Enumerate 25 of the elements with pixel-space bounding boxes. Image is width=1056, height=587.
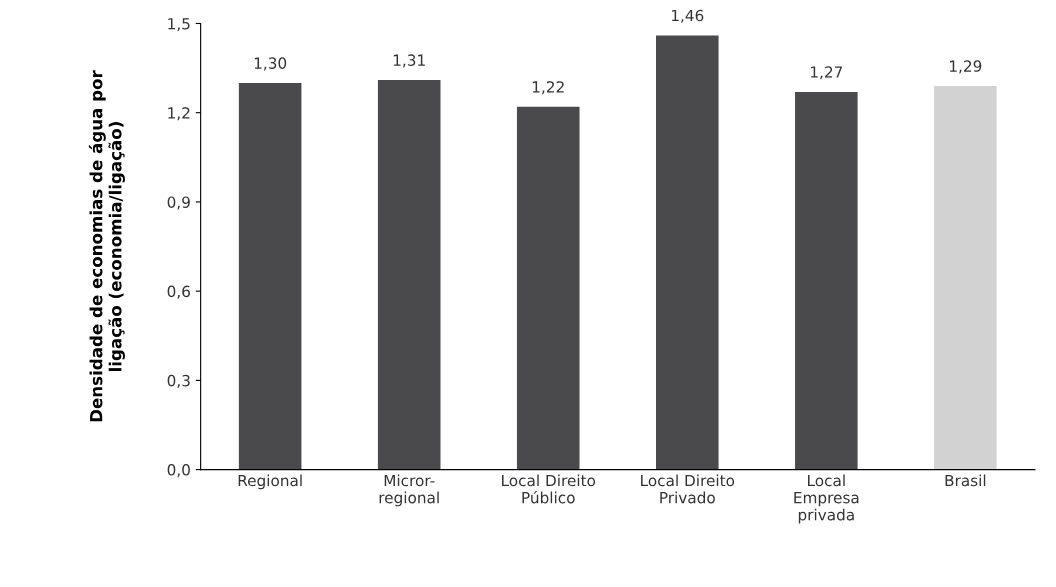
y-tick-label: 1,2 <box>168 107 190 121</box>
bar <box>934 85 997 470</box>
x-tick-label: Regional <box>238 474 302 490</box>
data-label: 1,46 <box>671 9 704 23</box>
bar <box>377 79 441 470</box>
x-tick-label: Local Empresa privada <box>794 474 859 524</box>
y-tick-label: 0,9 <box>167 196 190 210</box>
bar <box>238 82 302 470</box>
data-label: 1,22 <box>532 81 564 95</box>
y-tick-label: 1,5 <box>168 18 190 32</box>
data-label: 1,30 <box>254 57 287 71</box>
x-tick-label: Local Direito Público <box>502 474 596 504</box>
y-axis-title: Densidade de economias de água por ligação (economia/ligação) <box>88 70 125 422</box>
x-tick-label: Local Direito Privado <box>641 474 735 504</box>
bar <box>795 91 858 470</box>
y-tick-label: 0,3 <box>167 374 190 388</box>
bar <box>656 35 719 470</box>
data-label: 1,27 <box>810 66 843 80</box>
x-tick-label: Brasil <box>945 474 986 487</box>
x-tick-label: Micror- regional <box>379 474 439 507</box>
bar <box>516 106 580 470</box>
data-label: 1,31 <box>393 54 425 68</box>
y-tick-label: 0,6 <box>167 285 190 299</box>
y-tick-label: 0,0 <box>167 464 190 478</box>
data-label: 1,29 <box>950 60 982 74</box>
